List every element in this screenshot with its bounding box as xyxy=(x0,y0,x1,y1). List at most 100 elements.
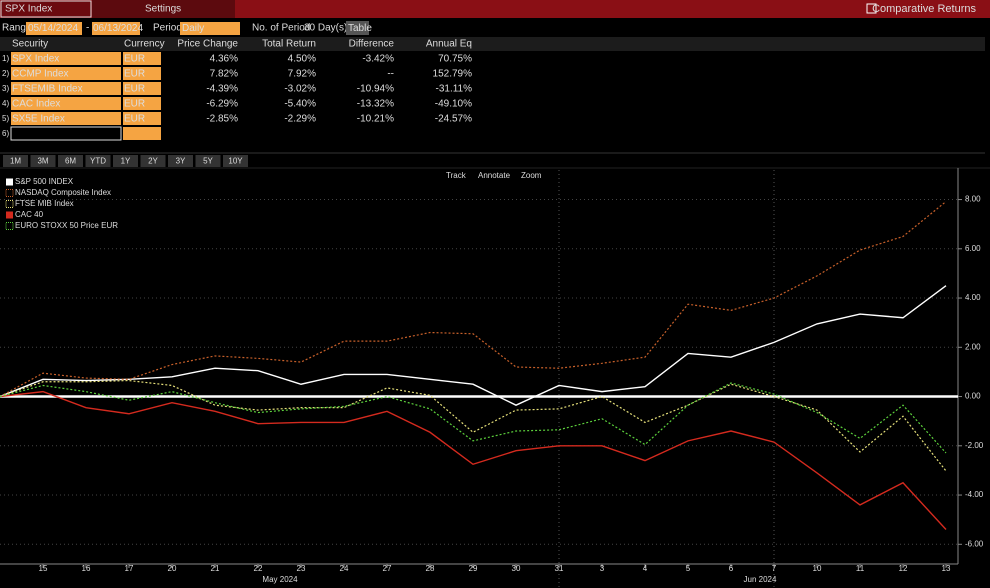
y-tick-label: 8.00 xyxy=(965,195,981,204)
currency-cell[interactable] xyxy=(123,97,161,110)
x-tick-label: 27 xyxy=(383,564,392,573)
cell: -24.57% xyxy=(435,114,472,125)
cell: 7.92% xyxy=(288,69,316,80)
cell: -49.10% xyxy=(435,99,472,110)
security-cell[interactable] xyxy=(11,67,121,80)
column-header: Security xyxy=(12,39,48,50)
security-cell[interactable] xyxy=(11,112,121,125)
y-tick-label: -2.00 xyxy=(965,441,984,450)
range-label: YTD xyxy=(90,157,106,166)
x-tick-label: 7 xyxy=(772,564,777,573)
cell: CCMP Index xyxy=(12,69,69,80)
range-button[interactable] xyxy=(30,155,56,167)
cell: EUR xyxy=(124,54,145,65)
cell: EUR xyxy=(124,114,145,125)
period-field[interactable] xyxy=(180,22,240,35)
cell: -31.11% xyxy=(435,84,472,95)
column-header: Total Return xyxy=(262,39,316,50)
x-tick-label: 6 xyxy=(729,564,734,573)
legend-label: CAC 40 xyxy=(15,210,44,219)
series-line xyxy=(0,201,947,398)
row-number: 1) xyxy=(2,54,9,63)
period-label: Period xyxy=(153,23,182,34)
cell: 152.79% xyxy=(433,69,473,80)
tool[interactable]: Track xyxy=(446,171,467,180)
x-tick-label: 15 xyxy=(39,564,48,573)
x-tick-label: 30 xyxy=(512,564,521,573)
settings-tab[interactable] xyxy=(92,0,235,18)
range-button[interactable] xyxy=(113,155,138,167)
range-button[interactable] xyxy=(3,155,28,167)
cell: FTSEMIB Index xyxy=(12,84,83,95)
count: 30 Day(s) xyxy=(304,23,347,34)
currency-cell[interactable] xyxy=(123,82,161,95)
range-label: 3M xyxy=(37,157,48,166)
series-line xyxy=(0,390,947,530)
security-cell[interactable] xyxy=(11,97,121,110)
x-tick-label: 10 xyxy=(813,564,822,573)
cell: SX5E Index xyxy=(12,114,65,125)
period: Daily xyxy=(182,23,204,34)
legend-swatch xyxy=(6,211,13,219)
series-line xyxy=(0,285,947,406)
currency-cell[interactable] xyxy=(123,112,161,125)
cell: -10.21% xyxy=(357,114,394,125)
security: SPX Index xyxy=(5,4,52,15)
end-field[interactable] xyxy=(92,22,140,35)
range-button[interactable] xyxy=(168,155,193,167)
security-cell[interactable] xyxy=(10,126,122,141)
y-tick-label: 0.00 xyxy=(965,392,981,401)
cell: 70.75% xyxy=(438,54,472,65)
legend-label: NASDAQ Composite Index xyxy=(15,188,111,197)
start-field[interactable] xyxy=(26,22,82,35)
filler xyxy=(123,127,161,140)
cell: 7.82% xyxy=(210,69,238,80)
x-tick-label: 24 xyxy=(340,564,349,573)
range-button[interactable] xyxy=(140,155,166,167)
range-button[interactable] xyxy=(58,155,83,167)
legend-swatch xyxy=(5,200,14,208)
row-number: 3) xyxy=(2,84,9,93)
tool[interactable]: Zoom xyxy=(521,171,542,180)
range-label: 10Y xyxy=(228,157,243,166)
count-label: No. of Period xyxy=(252,23,310,34)
x-tick-label: 11 xyxy=(856,564,865,573)
x-tick-label: 23 xyxy=(297,564,306,573)
y-tick-label: 4.00 xyxy=(965,293,981,302)
range-label: Range xyxy=(2,23,32,34)
range-button[interactable] xyxy=(195,155,221,167)
series-line xyxy=(0,382,947,454)
range-button[interactable] xyxy=(223,155,248,167)
table-button[interactable] xyxy=(346,21,369,35)
legend-label: EURO STOXX 50 Price EUR xyxy=(15,221,118,230)
table-header xyxy=(0,37,985,51)
range-label: 3Y xyxy=(176,157,186,166)
column-header: Currency xyxy=(124,39,165,50)
x-tick-label: 5 xyxy=(686,564,691,573)
range-label: 5Y xyxy=(203,157,213,166)
cell: -4.39% xyxy=(206,84,238,95)
cell: CAC Index xyxy=(12,99,60,110)
tool[interactable]: Annotate xyxy=(478,171,511,180)
range-label: 6M xyxy=(65,157,76,166)
cell: -5.40% xyxy=(284,99,316,110)
cell: -- xyxy=(387,69,394,80)
column-header: Difference xyxy=(349,39,395,50)
range-label: 1M xyxy=(10,157,21,166)
security-cell[interactable] xyxy=(11,52,121,65)
range-button[interactable] xyxy=(85,155,111,167)
x-tick-label: 4 xyxy=(643,564,648,573)
range-label: 2Y xyxy=(148,157,158,166)
currency-cell[interactable] xyxy=(123,52,161,65)
month-label: May 2024 xyxy=(262,575,298,584)
month-label: Jun 2024 xyxy=(744,575,777,584)
security-field[interactable] xyxy=(0,0,92,18)
currency-cell[interactable] xyxy=(123,67,161,80)
start: 05/14/2024 xyxy=(28,23,78,34)
series-line xyxy=(0,379,947,472)
x-tick-label: 3 xyxy=(600,564,605,573)
x-tick-label: 29 xyxy=(469,564,478,573)
security-cell[interactable] xyxy=(11,82,121,95)
x-tick-label: 31 xyxy=(555,564,564,573)
